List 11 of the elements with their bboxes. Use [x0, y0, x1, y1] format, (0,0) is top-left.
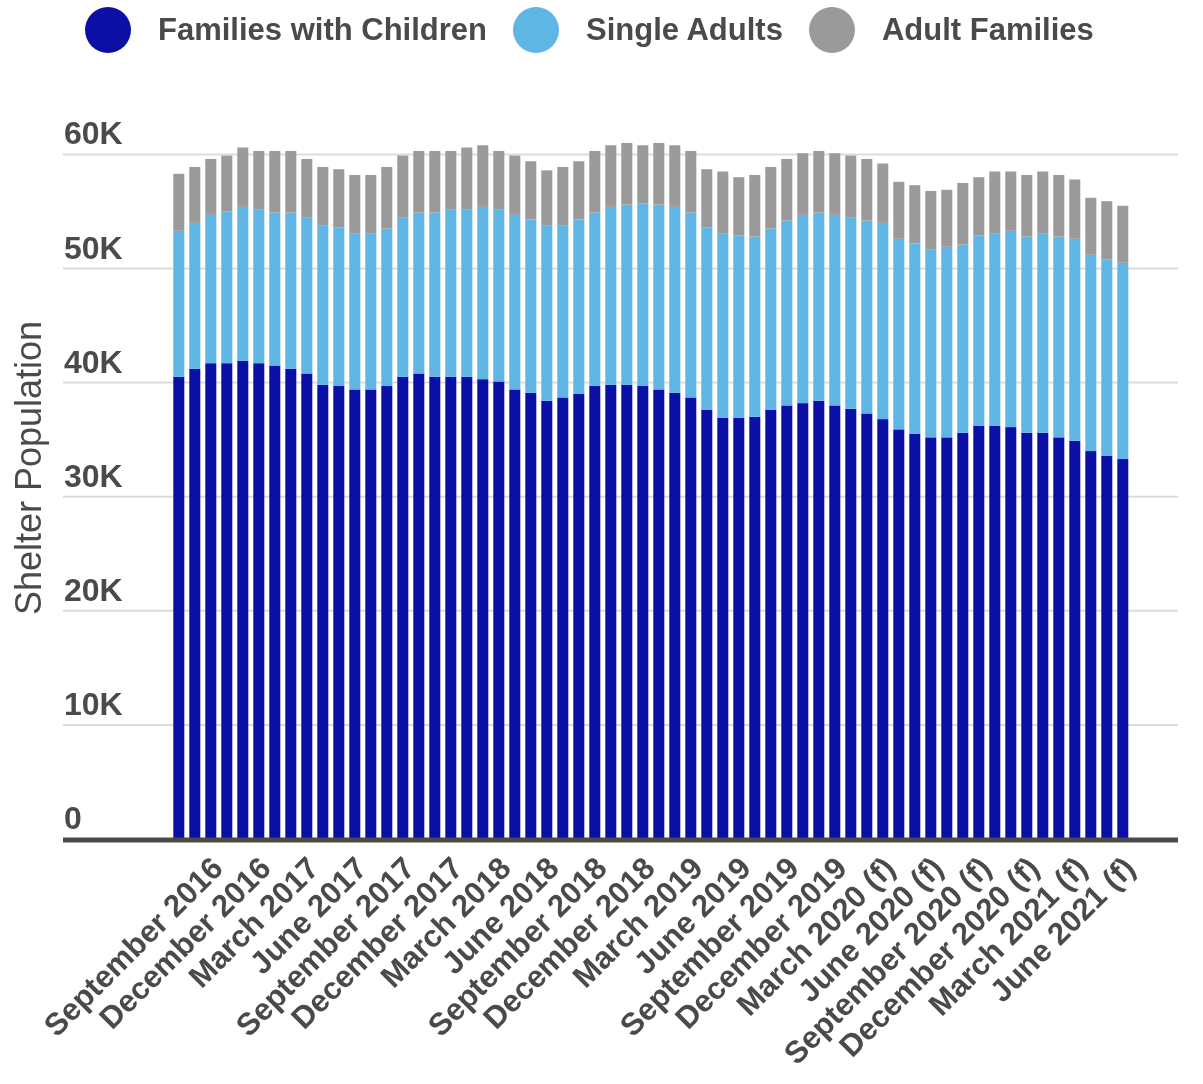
- y-tick-label: 0: [64, 800, 82, 836]
- y-tick-label: 50K: [64, 229, 123, 266]
- y-tick-label: 10K: [64, 685, 123, 722]
- y-tick-label: 20K: [64, 571, 123, 608]
- y-tick-label: 40K: [64, 343, 123, 380]
- legend-label: Single Adults: [586, 12, 783, 48]
- legend-label: Families with Children: [158, 12, 487, 48]
- y-tick-label: 30K: [64, 457, 123, 494]
- y-axis-title: Shelter Population: [8, 320, 49, 616]
- y-tick-label: 60K: [64, 115, 123, 152]
- legend-label: Adult Families: [881, 12, 1094, 48]
